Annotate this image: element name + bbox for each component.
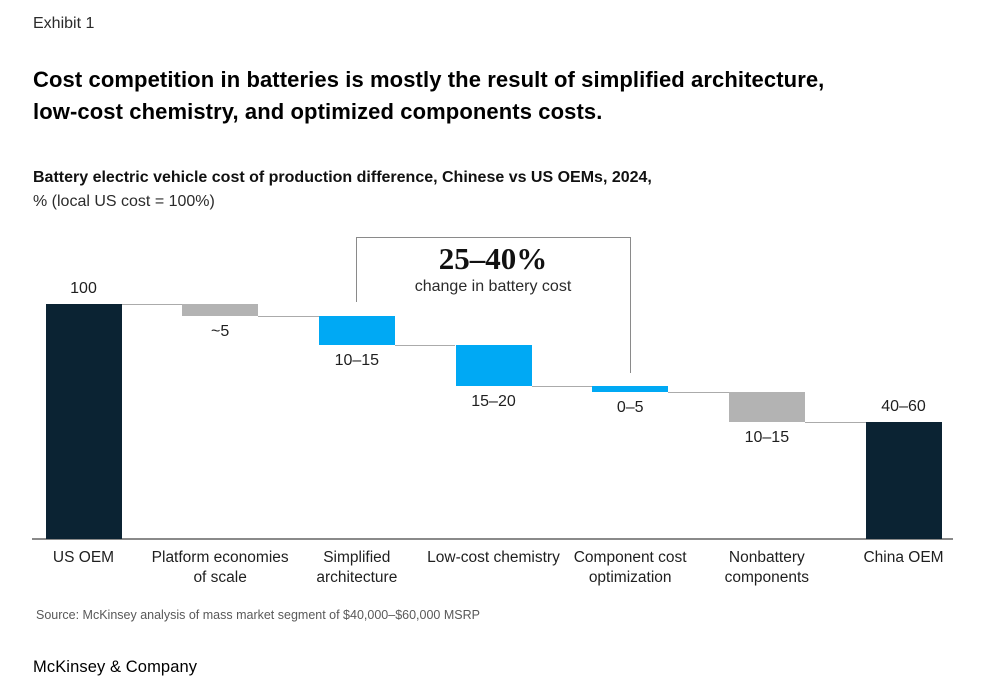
bar-value-label: 100 [70, 280, 97, 297]
waterfall-bar-us-oem [45, 304, 122, 539]
category-label: Simplified architecture [316, 549, 398, 586]
exhibit-label: Exhibit 1 [33, 15, 95, 32]
waterfall-connector [531, 386, 593, 388]
bar-value-label: 15–20 [471, 393, 516, 411]
waterfall-bar-simplified-architecture [318, 315, 395, 346]
mckinsey-brand: McKinsey & Company [33, 658, 198, 676]
waterfall-connector [668, 392, 729, 394]
category-label: Component cost optimization [573, 549, 687, 586]
waterfall-connector [121, 304, 183, 305]
bracket-left-line [356, 237, 357, 302]
waterfall-bar-component-cost-optimization [592, 386, 669, 393]
waterfall-connector [394, 345, 456, 347]
category-label: China OEM [863, 549, 944, 566]
chart-subtitle: Battery electric vehicle cost of product… [33, 167, 933, 213]
bar-value-label: 10–15 [744, 428, 790, 446]
source-note: Source: McKinsey analysis of mass market… [36, 608, 480, 622]
battery-cost-annotation: 25–40% change in battery cost [356, 243, 630, 296]
x-axis-line [32, 538, 953, 540]
bracket-right-line [630, 237, 631, 373]
exhibit-title: Cost competition in batteries is mostly … [33, 64, 983, 128]
bar-value-label: 40–60 [881, 397, 926, 415]
bar-value-label: 0–5 [616, 399, 644, 417]
waterfall-bar-low-cost-chemistry [455, 345, 532, 387]
waterfall-bar-platform-economies-of-scale [182, 304, 259, 316]
category-label: Low-cost chemistry [427, 549, 560, 566]
chart-subtitle-unit: % (local US cost = 100%) [33, 193, 215, 210]
waterfall-bar-china-oem [865, 421, 942, 539]
waterfall-connector [804, 421, 866, 423]
category-label: US OEM [52, 549, 115, 566]
title-line-1: Cost competition in batteries is mostly … [33, 67, 825, 92]
waterfall-chart: 100 US OEM ~5 Platform economies of scale 10… [0, 230, 1000, 600]
bar-value-label: 10–15 [334, 352, 380, 370]
bar-value-label: ~5 [211, 322, 230, 340]
annotation-headline: 25–40% [438, 241, 548, 276]
annotation-caption: change in battery cost [414, 278, 572, 295]
waterfall-bar-nonbattery-components [728, 392, 805, 422]
category-label: Nonbattery components [724, 549, 810, 586]
title-line-2: low-cost chemistry, and optimized compon… [33, 99, 603, 124]
waterfall-connector [258, 315, 319, 317]
chart-subtitle-main: Battery electric vehicle cost of product… [33, 169, 652, 186]
bracket-top-line [356, 237, 630, 238]
category-label: Platform economies of scale [151, 549, 289, 586]
